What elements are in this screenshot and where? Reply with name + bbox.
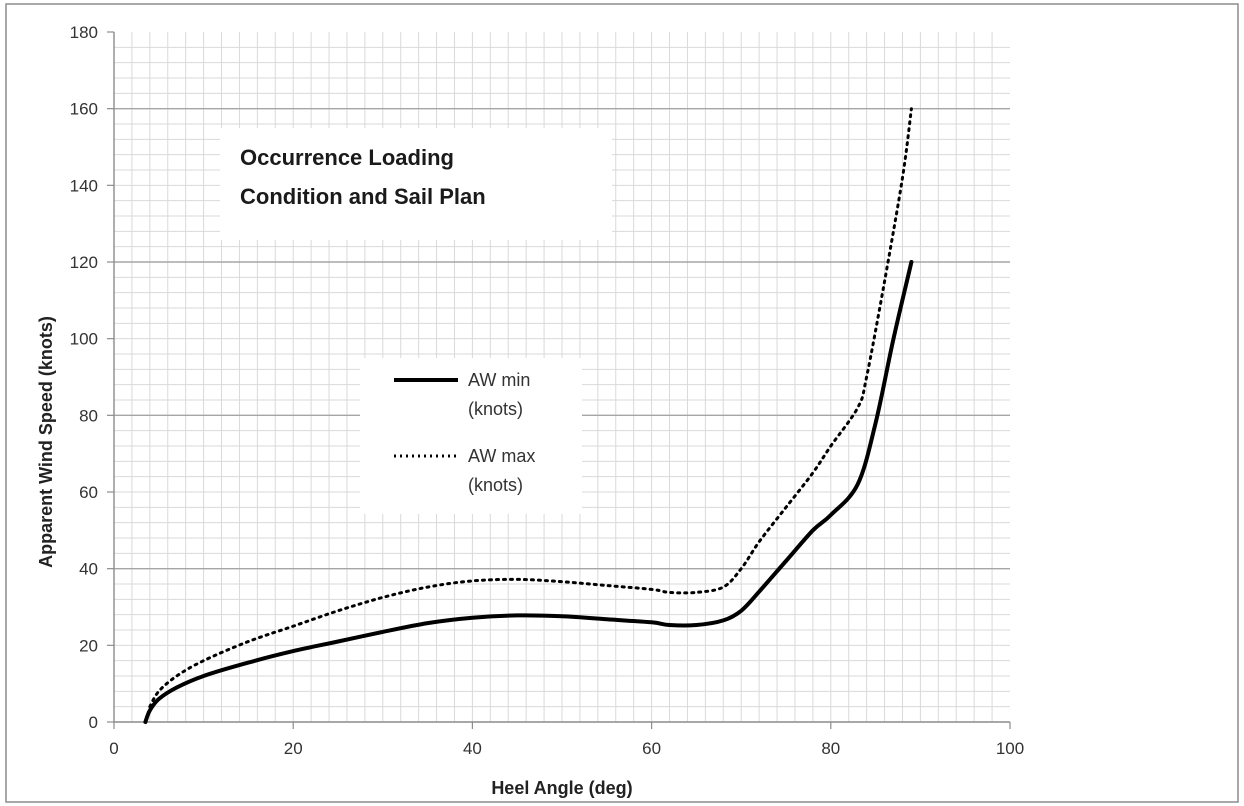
legend-label-aw-max-line1: AW max xyxy=(468,446,535,466)
y-tick-label: 160 xyxy=(70,100,98,119)
x-axis-title: Heel Angle (deg) xyxy=(491,778,632,798)
series-layer xyxy=(143,107,914,724)
x-tick-labels: 0 20 40 60 80 100 xyxy=(109,739,1024,758)
annotation-line-1: Occurrence Loading xyxy=(240,145,454,170)
x-tick-label: 100 xyxy=(996,739,1024,758)
series-line-aw-min xyxy=(143,260,914,724)
annotation-box xyxy=(220,128,612,240)
x-tick-label: 80 xyxy=(821,739,840,758)
y-tick-label: 60 xyxy=(79,483,98,502)
y-tick-label: 40 xyxy=(79,560,98,579)
legend-label-aw-max-line2: (knots) xyxy=(468,475,523,495)
y-tick-labels: 0 20 40 60 80 100 120 140 160 180 xyxy=(70,23,98,732)
x-tick-label: 60 xyxy=(642,739,661,758)
y-tick-label: 180 xyxy=(70,23,98,42)
legend-label-aw-min-line1: AW min xyxy=(468,370,530,390)
x-tick-label: 20 xyxy=(284,739,303,758)
x-tick-label: 0 xyxy=(109,739,118,758)
legend-label-aw-min-line2: (knots) xyxy=(468,399,523,419)
series-line-aw-max xyxy=(148,107,913,709)
y-tick-label: 20 xyxy=(79,636,98,655)
x-tick-label: 40 xyxy=(463,739,482,758)
chart-frame xyxy=(5,3,1239,803)
legend: AW min (knots) AW max (knots) xyxy=(360,358,582,514)
y-tick-label: 140 xyxy=(70,176,98,195)
y-tick-label: 120 xyxy=(70,253,98,272)
y-tick-label: 100 xyxy=(70,330,98,349)
y-tick-label: 0 xyxy=(89,713,98,732)
y-tick-label: 80 xyxy=(79,406,98,425)
legend-box xyxy=(360,358,582,514)
axis-ticks xyxy=(107,31,1011,729)
y-axis-title: Apparent Wind Speed (knots) xyxy=(36,316,56,568)
annotation-line-2: Condition and Sail Plan xyxy=(240,184,486,209)
